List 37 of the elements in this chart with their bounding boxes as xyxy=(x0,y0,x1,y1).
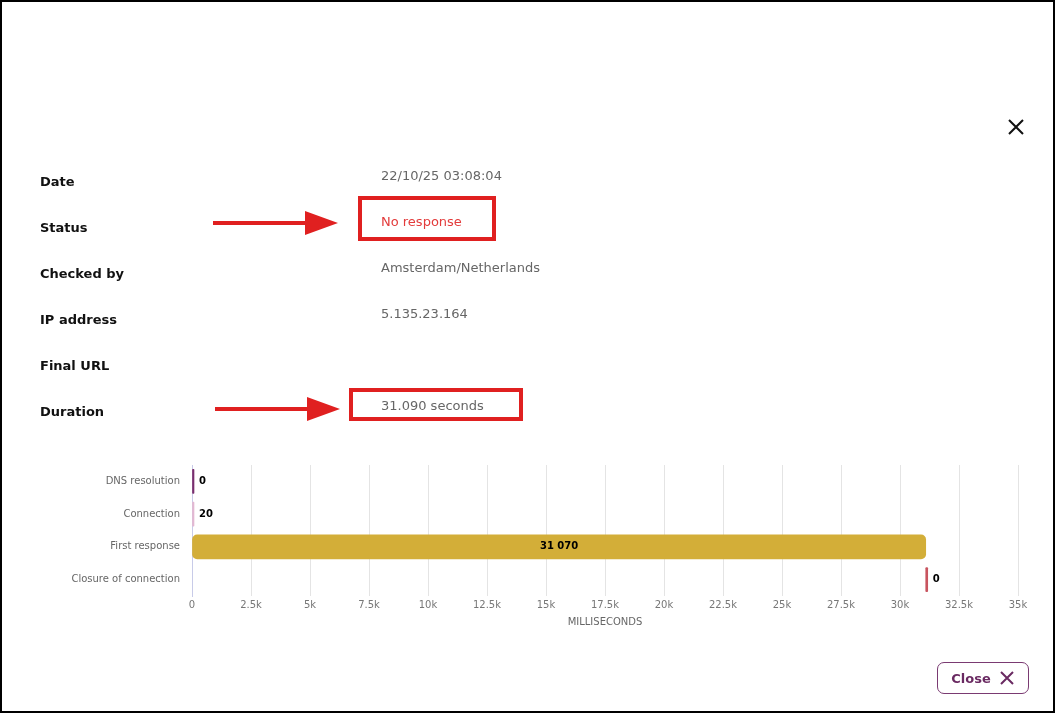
x-axis-title: MILLISECONDS xyxy=(567,615,643,627)
data-label: 0 xyxy=(199,474,206,486)
x-tick-label: 27.5k xyxy=(826,598,856,610)
category-label: Date xyxy=(40,174,75,189)
text: 5.135.23.164 xyxy=(381,306,468,321)
x-tick-label: 10k xyxy=(418,598,438,610)
x-tick-label: 7.5k xyxy=(358,598,381,610)
category-label: Checked by xyxy=(40,266,125,281)
data-label: 20 xyxy=(199,507,213,519)
x-tick-label: 15k xyxy=(536,598,556,610)
x-tick-label: 32.5k xyxy=(944,598,974,610)
x-tick-label: 25k xyxy=(772,598,792,610)
data-label: 31 070 xyxy=(539,540,579,552)
x-tick-label: 5k xyxy=(303,598,317,610)
y-tick-label: Connection xyxy=(123,507,180,519)
x-tick-label: 12.5k xyxy=(472,598,502,610)
text: No response xyxy=(381,214,462,229)
category-label: IP address xyxy=(40,312,117,327)
y-tick-label: Closure of connection xyxy=(71,573,180,585)
y-tick-label: DNS resolution xyxy=(105,474,180,486)
x-tick-label: 17.5k xyxy=(590,598,620,610)
category-label: Final URL xyxy=(40,358,110,373)
x-tick-label: 35k xyxy=(1008,598,1028,610)
x-tick-label: 0 xyxy=(188,598,196,610)
x-tick-label: 2.5k xyxy=(240,598,263,610)
category-label: Status xyxy=(40,220,88,235)
text: 22/10/25 03:08:04 xyxy=(381,168,502,183)
bar xyxy=(192,534,927,560)
x-tick-label: 30k xyxy=(890,598,910,610)
text: 31.090 seconds xyxy=(381,398,484,413)
text: Amsterdam/Netherlands xyxy=(381,260,541,275)
y-tick-label: First response xyxy=(110,540,180,552)
text: Close xyxy=(951,670,991,686)
x-tick-label: 22.5k xyxy=(708,598,738,610)
category-label: Duration xyxy=(40,404,105,419)
x-tick-label: 20k xyxy=(654,598,674,610)
data-label: 0 xyxy=(932,573,940,585)
